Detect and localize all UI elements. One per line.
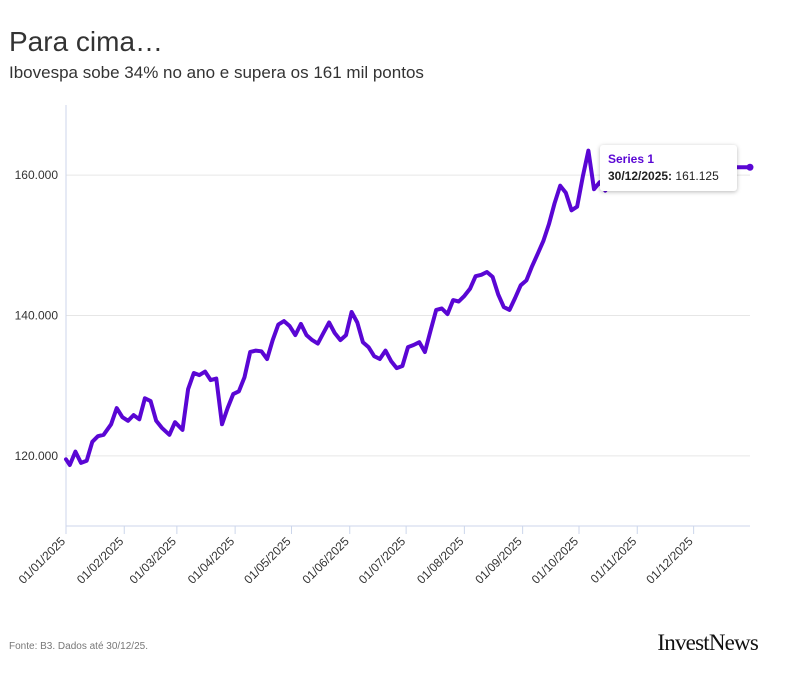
series-end-point [746, 163, 754, 171]
tooltip-series-name: Series 1 [608, 152, 655, 166]
tooltip-value-line: 30/12/2025: 161.125 [608, 169, 729, 183]
x-tick-label: 01/12/2025 [643, 534, 696, 587]
x-tick-label: 01/05/2025 [241, 534, 294, 587]
x-tick-label: 01/07/2025 [356, 534, 409, 587]
tick-labels: 120.000 140.000 160.000 01/01/2025 01/02/202… [15, 168, 696, 586]
x-tick-label: 01/10/2025 [529, 534, 582, 587]
gridlines [66, 174, 750, 457]
series-layer [64, 148, 754, 467]
x-tick-label: 01/04/2025 [185, 534, 238, 587]
y-tick-label: 120.000 [15, 449, 59, 463]
y-tick-label: 140.000 [15, 309, 59, 323]
x-tick-label: 01/01/2025 [16, 534, 69, 587]
x-tick-label: 01/11/2025 [588, 534, 640, 586]
x-tick-label: 01/06/2025 [299, 534, 352, 587]
x-tick-label: 01/09/2025 [472, 534, 525, 587]
x-tick-label: 01/02/2025 [74, 534, 127, 587]
brand-logo: InvestNews [657, 630, 758, 655]
series-line-series-1 [64, 148, 752, 467]
tooltip-date: 30/12/2025: [608, 169, 673, 183]
source-note: Fonte: B3. Dados até 30/12/25. [9, 641, 148, 652]
line-chart: 120.000 140.000 160.000 01/01/2025 01/02/202… [15, 105, 754, 587]
chart-title: Para cima… [9, 26, 164, 57]
x-tick-label: 01/03/2025 [127, 534, 180, 587]
tooltip: Series 1 30/12/2025: 161.125 [600, 145, 737, 191]
tooltip-value: 161.125 [675, 169, 719, 183]
y-tick-label: 160.000 [15, 168, 59, 182]
chart-subtitle: Ibovespa sobe 34% no ano e supera os 161… [9, 63, 424, 82]
x-tick-label: 01/08/2025 [414, 534, 467, 587]
axes [65, 105, 750, 534]
